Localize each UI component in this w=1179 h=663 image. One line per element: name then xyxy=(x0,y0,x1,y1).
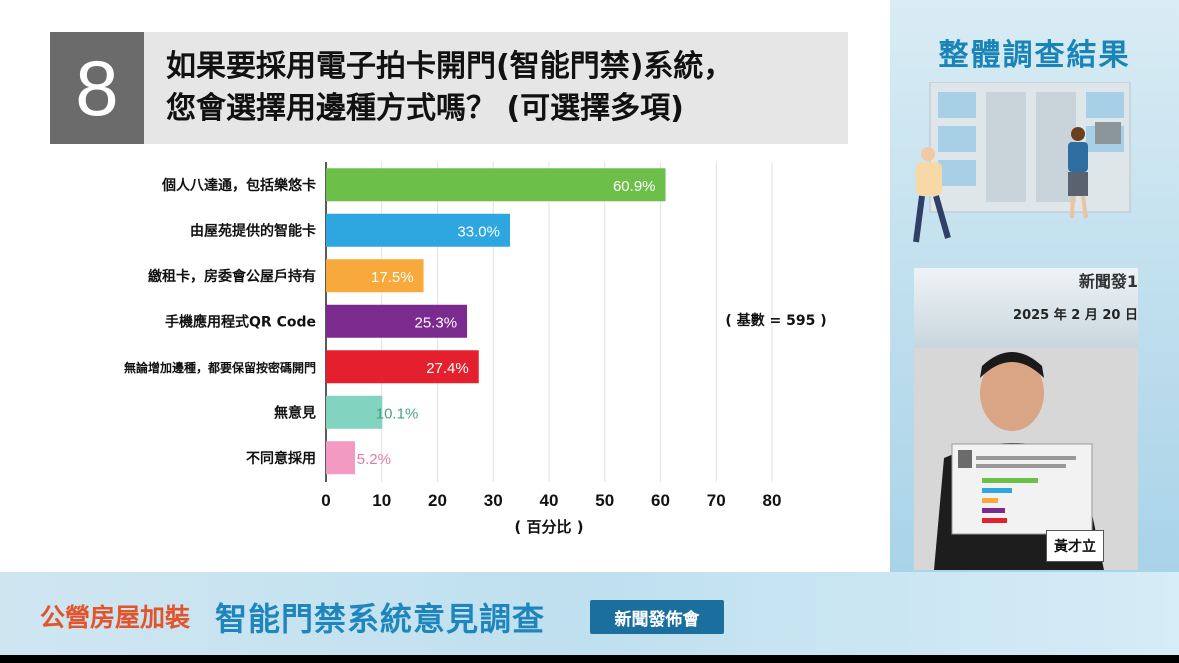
x-tick-label: 60 xyxy=(651,491,670,510)
name-plate: 黃才立 xyxy=(1046,530,1104,562)
video-feed: 新聞發1 2025 年 2 月 20 日 黃才立 xyxy=(914,268,1138,570)
category-label: 個人八達通，包括樂悠卡 xyxy=(161,177,316,194)
video-banner: 新聞發1 2025 年 2 月 20 日 xyxy=(914,268,1138,348)
main-panel: 8 如果要採用電子拍卡開門(智能門禁)系統， 您會選擇用邊種方式嗎？ (可選擇多… xyxy=(0,0,890,572)
question-line-2: 您會選擇用邊種方式嗎？ (可選擇多項) xyxy=(166,91,684,126)
data-label: 60.9% xyxy=(613,178,656,195)
x-tick-label: 50 xyxy=(595,491,614,510)
footer-banner: 公營房屋加裝 智能門禁系統意見調查 新聞發佈會 xyxy=(0,572,1179,655)
data-label: 17.5% xyxy=(371,269,414,286)
press-conference-badge: 新聞發佈會 xyxy=(590,600,724,634)
category-label: 手機應用程式QR Code xyxy=(165,313,316,330)
category-label: 繳租卡，房委會公屋戶持有 xyxy=(148,268,316,285)
footer-subtitle: 公營房屋加裝 xyxy=(40,603,191,632)
footer-title: 智能門禁系統意見調查 xyxy=(215,600,546,638)
x-tick-label: 70 xyxy=(707,491,726,510)
category-label: 由屋苑提供的智能卡 xyxy=(190,222,316,239)
x-tick-label: 30 xyxy=(484,491,503,510)
bar xyxy=(326,259,424,293)
question-line-1: 如果要採用電子拍卡開門(智能門禁)系統， xyxy=(166,49,734,84)
data-label: 5.2% xyxy=(357,451,391,468)
base-annotation: ( 基數 = 595 ) xyxy=(725,312,826,329)
x-tick-label: 80 xyxy=(763,491,782,510)
x-tick-label: 10 xyxy=(372,491,391,510)
category-label: 無論增加邊種，都要保留按密碼開門 xyxy=(124,360,316,375)
question-number: 8 xyxy=(50,32,144,144)
data-label: 25.3% xyxy=(415,314,458,331)
bar xyxy=(326,395,383,429)
question-text: 如果要採用電子拍卡開門(智能門禁)系統， 您會選擇用邊種方式嗎？ (可選擇多項) xyxy=(166,46,846,130)
bar xyxy=(326,350,479,384)
data-label: 10.1% xyxy=(376,405,419,422)
bar-chart: 0 10 20 30 40 50 60 70 80 個人八達通，包括樂悠卡 60.9% 由屋苑提供的智… xyxy=(124,162,827,536)
x-tick-label: 0 xyxy=(321,491,330,510)
bar xyxy=(326,168,666,202)
category-label: 無意見 xyxy=(274,404,316,421)
bar xyxy=(326,213,510,247)
x-tick-label: 40 xyxy=(540,491,559,510)
survey-illustration xyxy=(913,82,1131,243)
category-label: 不同意採用 xyxy=(246,450,316,467)
side-title: 整體調查結果 xyxy=(938,38,1131,73)
data-label: 27.4% xyxy=(426,360,469,377)
speaker-figure xyxy=(914,348,1138,570)
data-label: 33.0% xyxy=(457,223,500,240)
x-axis-label: ( 百分比 ) xyxy=(514,518,583,536)
bottom-bar xyxy=(0,655,1179,663)
x-tick-label: 20 xyxy=(428,491,447,510)
video-banner-title: 新聞發1 xyxy=(1078,272,1138,291)
bar xyxy=(326,441,355,475)
bar xyxy=(326,304,468,338)
question-header: 8 如果要採用電子拍卡開門(智能門禁)系統， 您會選擇用邊種方式嗎？ (可選擇多… xyxy=(50,32,848,144)
video-banner-date: 2025 年 2 月 20 日 xyxy=(1013,308,1138,323)
